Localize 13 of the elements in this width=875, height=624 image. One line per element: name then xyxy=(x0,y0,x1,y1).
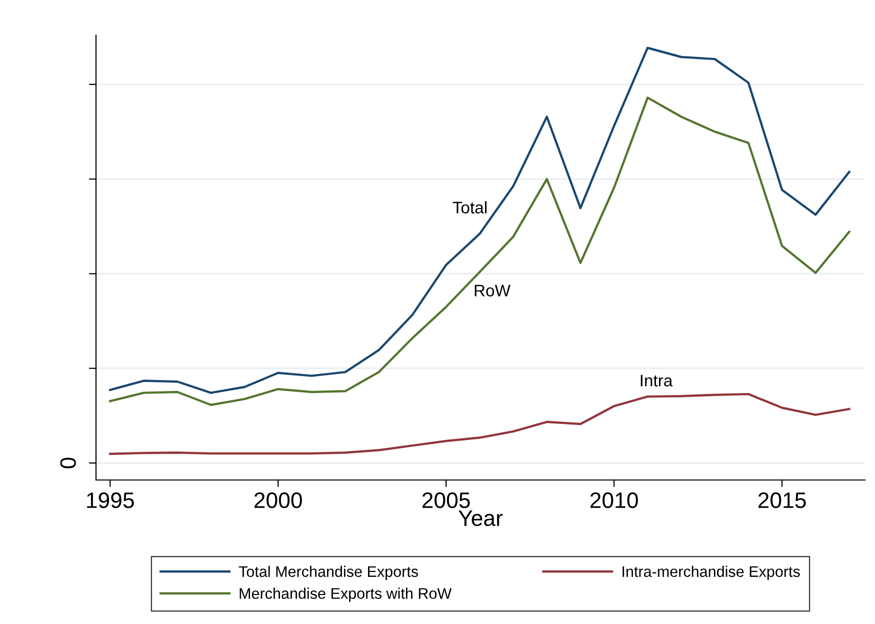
annotation: Intra xyxy=(640,374,673,386)
legend-label: Total Merchandise Exports xyxy=(238,566,418,580)
legend-label: Merchandise Exports with RoW xyxy=(240,588,452,602)
legend-label: Intra-merchandise Exports xyxy=(622,566,800,580)
annotation: Total xyxy=(452,201,486,214)
text: 0 xyxy=(60,458,76,468)
annotation: RoW xyxy=(474,284,510,296)
x-tick-label: 1995 xyxy=(87,492,134,508)
x-tick-label: 2010 xyxy=(590,492,638,508)
x-tick-label: 2015 xyxy=(758,492,806,508)
x-tick-label: 2005 xyxy=(422,492,470,508)
x-axis-title: Year xyxy=(458,510,503,526)
x-tick-label: 2000 xyxy=(254,492,302,508)
